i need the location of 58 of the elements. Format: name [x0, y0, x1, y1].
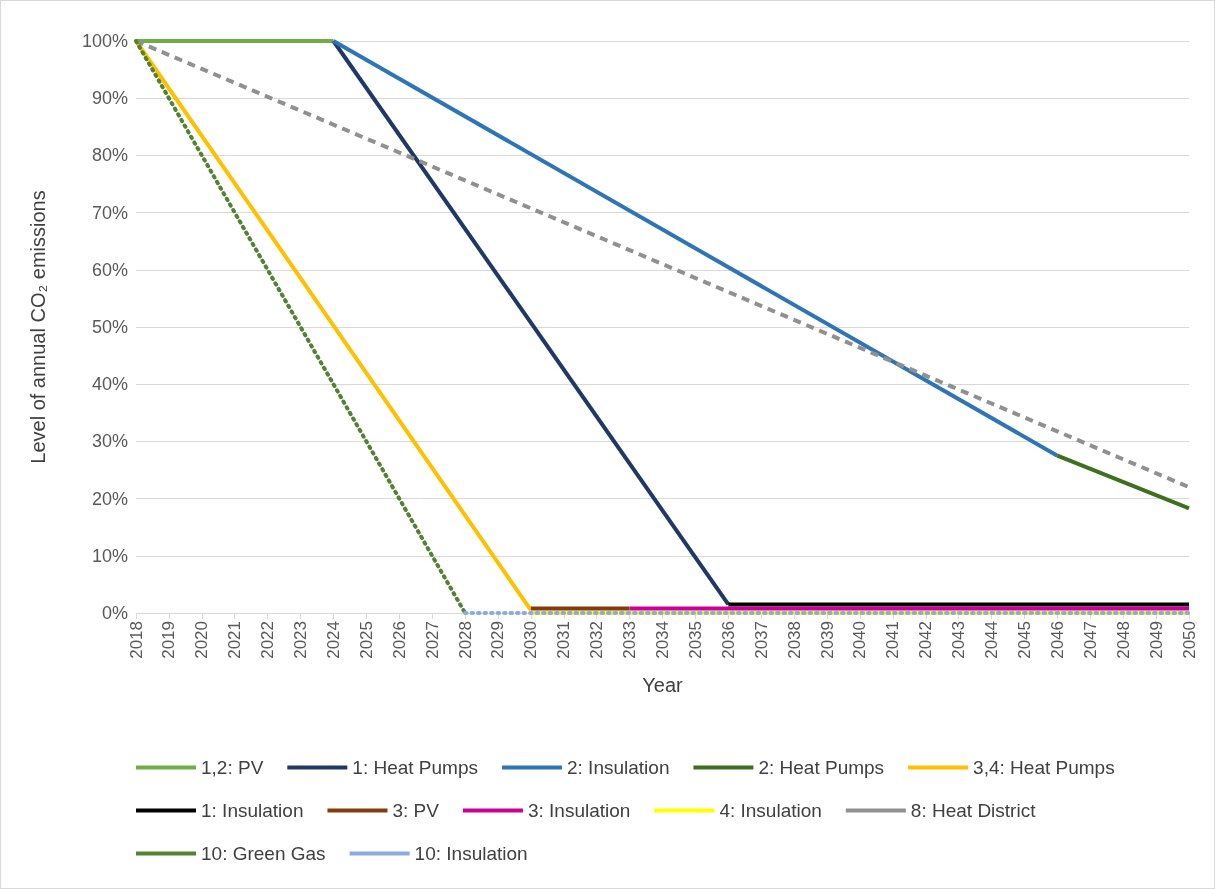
x-tick-label: 2022 — [258, 621, 278, 659]
legend-label: 1,2: PV — [201, 757, 264, 778]
x-tick-label: 2045 — [1014, 621, 1034, 659]
y-tick-label: 40% — [91, 374, 128, 395]
x-tick-label: 2038 — [784, 621, 804, 659]
x-tick-label: 2030 — [521, 621, 541, 659]
x-tick-label: 2026 — [389, 621, 409, 659]
y-tick-label: 60% — [91, 259, 128, 280]
legend-label: 4: Insulation — [719, 800, 822, 821]
x-tick-label: 2027 — [422, 621, 442, 659]
legend-label: 3: Insulation — [527, 800, 631, 821]
x-tick-label: 2050 — [1179, 621, 1199, 659]
legend-label: 10: Green Gas — [201, 843, 326, 864]
x-tick-label: 2036 — [718, 621, 738, 659]
y-tick-label: 90% — [91, 88, 128, 109]
x-tick-label: 2044 — [982, 621, 1002, 659]
x-tick-label: 2041 — [883, 621, 903, 659]
x-tick-label: 2048 — [1113, 621, 1133, 659]
x-tick-label: 2042 — [916, 621, 936, 659]
legend-label: 1: Insulation — [201, 800, 304, 821]
x-tick-label: 2031 — [554, 621, 574, 659]
x-tick-label: 2046 — [1047, 621, 1067, 659]
legend-label: 3: PV — [392, 800, 440, 821]
x-tick-label: 2032 — [587, 621, 607, 659]
x-tick-label: 2033 — [620, 621, 640, 659]
legend-label: 2: Insulation — [566, 757, 670, 778]
legend-label: 8: Heat District — [910, 800, 1037, 821]
x-tick-label: 2021 — [225, 621, 245, 659]
x-tick-label: 2029 — [488, 621, 508, 659]
x-tick-label: 2028 — [455, 621, 475, 659]
x-tick-label: 2019 — [159, 621, 179, 659]
x-tick-label: 2039 — [817, 621, 837, 659]
x-tick-label: 2037 — [751, 621, 771, 659]
x-tick-label: 2020 — [192, 621, 212, 659]
y-tick-label: 50% — [91, 317, 128, 337]
x-tick-label: 2018 — [126, 621, 146, 659]
x-tick-label: 2025 — [356, 621, 376, 659]
x-axis-title: Year — [642, 674, 684, 696]
x-tick-label: 2023 — [291, 621, 311, 659]
legend-label: 1: Heat Pumps — [352, 757, 478, 778]
y-tick-label: 30% — [91, 431, 128, 452]
x-tick-label: 2043 — [949, 621, 969, 659]
x-tick-label: 2040 — [850, 621, 870, 659]
y-tick-label: 20% — [91, 488, 128, 509]
legend-label: 3,4: Heat Pumps — [973, 757, 1115, 778]
x-tick-label: 2035 — [685, 621, 705, 659]
x-tick-label: 2024 — [323, 621, 343, 659]
y-axis-title: Level of annual CO₂ emissions — [27, 190, 49, 464]
y-tick-label: 0% — [101, 603, 128, 623]
x-tick-label: 2049 — [1146, 621, 1166, 659]
legend-label: 10: Insulation — [414, 843, 528, 864]
y-tick-label: 10% — [91, 545, 128, 566]
legend-label: 2: Heat Pumps — [758, 757, 885, 778]
x-tick-label: 2034 — [653, 621, 672, 659]
y-tick-label: 70% — [91, 202, 128, 223]
x-tick-label: 2047 — [1080, 621, 1100, 659]
y-tick-label: 100% — [81, 31, 128, 51]
y-tick-label: 80% — [91, 145, 128, 166]
